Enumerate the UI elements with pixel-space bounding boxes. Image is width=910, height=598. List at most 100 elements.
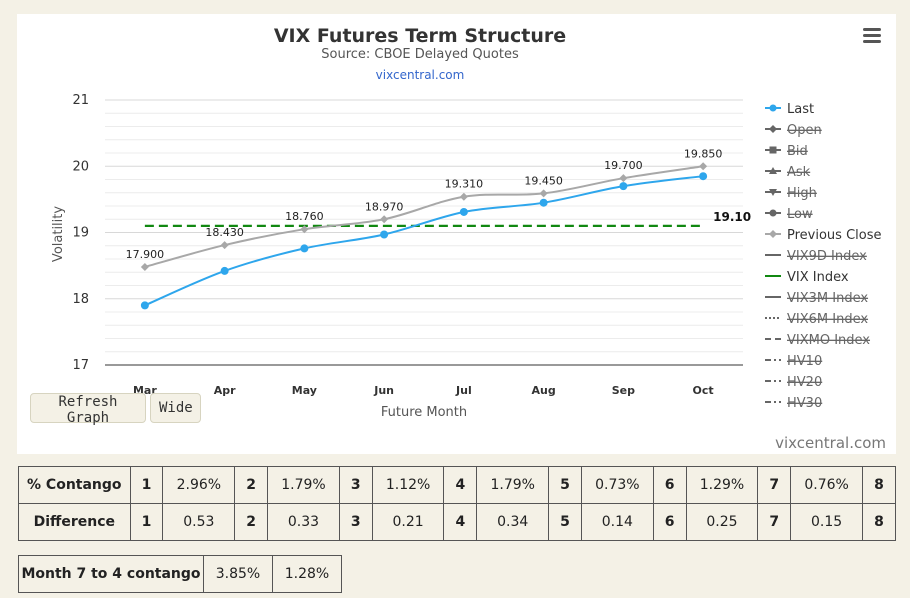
legend-circle-marker <box>769 104 777 112</box>
legend-item[interactable]: VIX3M Index <box>765 291 868 306</box>
legend-item[interactable]: HV30 <box>765 396 822 411</box>
last-point <box>220 266 229 275</box>
value-cell: 0.33 <box>267 503 340 541</box>
month-index-cell: 6 <box>652 503 687 541</box>
legend-item[interactable]: HV10 <box>765 354 822 369</box>
data-label: 18.430 <box>205 226 244 239</box>
legend-label: Ask <box>787 165 811 180</box>
plot-grid <box>105 99 743 366</box>
month-index-cell: 8 <box>861 503 897 541</box>
y-axis-title: Volatility <box>51 206 66 262</box>
x-tick-label: May <box>292 384 317 397</box>
y-tick-label: 19 <box>72 226 89 241</box>
row-header: Difference <box>18 503 131 541</box>
value-cell: 0.73% <box>580 466 654 504</box>
month-index-cell: 7 <box>757 503 792 541</box>
value-cell: 0.25 <box>685 503 759 541</box>
month-index-cell: 2 <box>234 466 269 504</box>
value-cell: 1.79% <box>267 466 340 504</box>
previous-close-point <box>619 174 628 183</box>
refresh-graph-button[interactable]: Refresh Graph <box>30 393 146 426</box>
previous-close-point <box>140 262 149 271</box>
data-label: 18.970 <box>365 200 404 213</box>
previous-close-line <box>144 165 704 268</box>
legend-label: VIX Index <box>787 270 849 285</box>
last-point <box>300 244 309 253</box>
value-cell: 0.53 <box>162 503 236 541</box>
y-tick-label: 17 <box>72 358 89 373</box>
legend-label: Open <box>787 123 822 138</box>
legend-label: HV10 <box>787 354 822 369</box>
legend-item[interactable]: Open <box>765 123 822 138</box>
value-cell: 0.34 <box>476 503 550 541</box>
legend-label: VIXMO Index <box>787 333 870 348</box>
legend-circle-marker <box>769 209 777 217</box>
legend-item[interactable]: HV20 <box>765 375 822 390</box>
x-tick-label: Jul <box>455 384 472 397</box>
y-tick-label: 18 <box>72 292 89 307</box>
data-label: 19.450 <box>524 174 563 187</box>
x-axis: Mar Apr May Jun Jul Aug Sep Oct <box>105 364 743 397</box>
legend-item[interactable]: Bid <box>765 144 808 159</box>
data-label: 17.900 <box>126 248 165 261</box>
x-tick-label: Sep <box>612 384 635 397</box>
contango-table: % Contango 1 2.96% 2 1.79% 3 1.12% 4 1.79% 5 0.73%… <box>18 466 897 541</box>
y-axis: 17 18 19 20 21 <box>72 93 89 373</box>
x-tick-label: Jun <box>373 384 394 397</box>
legend-item[interactable]: Last <box>765 102 814 117</box>
x-tick-label: Apr <box>214 384 236 397</box>
y-tick-label: 21 <box>72 93 89 108</box>
chart-title: VIX Futures Term Structure <box>274 25 566 47</box>
contango-row: Difference 1 0.53 2 0.33 3 0.21 4 0.34 5 0.14 6 0.25… <box>18 503 897 541</box>
last-point <box>140 301 149 310</box>
value-cell: 0.15 <box>790 503 863 541</box>
month-index-cell: 8 <box>861 466 897 504</box>
legend-item[interactable]: VIX6M Index <box>765 312 868 327</box>
last-point <box>380 230 389 239</box>
month-index-cell: 2 <box>234 503 269 541</box>
legend-item[interactable]: Low <box>765 207 813 222</box>
legend-label: VIX3M Index <box>787 291 868 306</box>
wide-button[interactable]: Wide <box>150 393 201 423</box>
legend-item[interactable]: High <box>765 186 817 201</box>
month-contango-table: Month 7 to 4 contango 3.85% 1.28% <box>18 555 342 593</box>
data-label: 19.850 <box>684 147 723 160</box>
legend-triangle-down-marker <box>769 189 777 196</box>
legend-item[interactable]: Ask <box>765 165 811 180</box>
legend-label: VIX9D Index <box>787 249 867 264</box>
legend-triangle-marker <box>769 167 777 174</box>
series-layer: 19.10 17.900 18.430 18.760 18.970 19.310 19.45… <box>126 147 751 310</box>
value-cell: 0.76% <box>790 466 863 504</box>
hamburger-menu-icon[interactable] <box>863 28 881 43</box>
previous-close-point <box>380 215 389 224</box>
last-point <box>619 182 628 191</box>
legend-square-marker <box>769 146 777 154</box>
legend-label: HV20 <box>787 375 822 390</box>
month-contango-label: Month 7 to 4 contango <box>18 555 204 593</box>
legend-item[interactable]: Previous Close <box>765 228 882 243</box>
legend-item[interactable]: VIXMO Index <box>765 333 870 348</box>
legend-item[interactable]: VIX9D Index <box>765 249 867 264</box>
legend-diamond-marker <box>769 230 777 238</box>
credit-link[interactable]: vixcentral.com <box>376 68 465 82</box>
value-cell: 1.12% <box>371 466 445 504</box>
x-tick-label: Oct <box>693 384 714 397</box>
vix-index-value-label: 19.10 <box>713 210 751 224</box>
month-index-cell: 5 <box>548 503 582 541</box>
chart-legend: Last Open Bid Ask High Low Previous Close VIX9D… <box>765 102 882 411</box>
legend-label: HV30 <box>787 396 822 411</box>
chart-subtitle: Source: CBOE Delayed Quotes <box>321 47 519 62</box>
month-index-cell: 3 <box>338 503 373 541</box>
month-index-cell: 1 <box>129 503 164 541</box>
y-tick-label: 20 <box>72 159 89 174</box>
previous-close-point <box>539 189 548 198</box>
value-cell: 2.96% <box>162 466 236 504</box>
month-index-cell: 4 <box>443 466 478 504</box>
previous-close-point <box>300 225 309 234</box>
data-label: 18.760 <box>285 210 324 223</box>
x-tick-label: Aug <box>532 384 556 397</box>
data-label: 19.310 <box>445 178 484 191</box>
value-cell: 0.21 <box>371 503 445 541</box>
x-axis-title: Future Month <box>381 405 467 420</box>
legend-item[interactable]: VIX Index <box>765 270 849 285</box>
